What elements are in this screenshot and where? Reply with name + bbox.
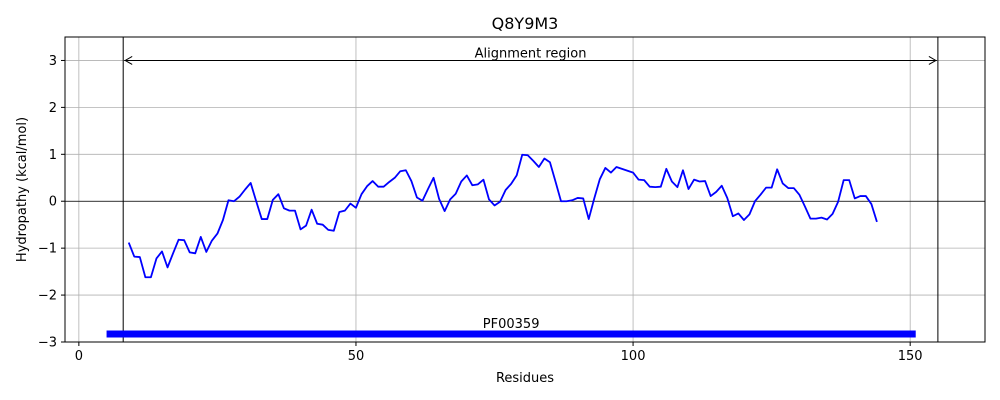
alignment-region-label: Alignment region	[475, 46, 587, 61]
series-layer	[127, 153, 878, 279]
x-tick-label: 50	[348, 349, 365, 364]
alignment-arrow-head-right	[928, 56, 937, 65]
axis-ticks: 0 50 100 150 −3 −2 −1 0 1 2 3	[38, 54, 923, 364]
y-tick-label: 1	[49, 148, 57, 163]
x-tick-label: 0	[75, 349, 83, 364]
x-axis-label: Residues	[496, 371, 554, 386]
chart-title: Q8Y9M3	[492, 14, 559, 33]
domain-bar-label: PF00359	[483, 317, 540, 332]
alignment-annotations: Alignment region PF00359	[106, 37, 939, 342]
y-tick-label: 0	[49, 195, 57, 210]
y-tick-label: −3	[38, 336, 57, 351]
x-tick-label: 100	[621, 349, 646, 364]
hydropathy-series-line	[127, 153, 878, 279]
y-tick-label: 2	[49, 101, 57, 116]
y-tick-label: −1	[38, 242, 57, 257]
y-tick-label: 3	[49, 54, 57, 69]
y-tick-label: −2	[38, 289, 57, 304]
x-tick-label: 150	[898, 349, 923, 364]
y-axis-label: Hydropathy (kcal/mol)	[15, 117, 30, 262]
grid-lines	[65, 37, 985, 343]
alignment-arrow-head-left	[124, 56, 133, 65]
plot-frame	[64, 36, 986, 343]
